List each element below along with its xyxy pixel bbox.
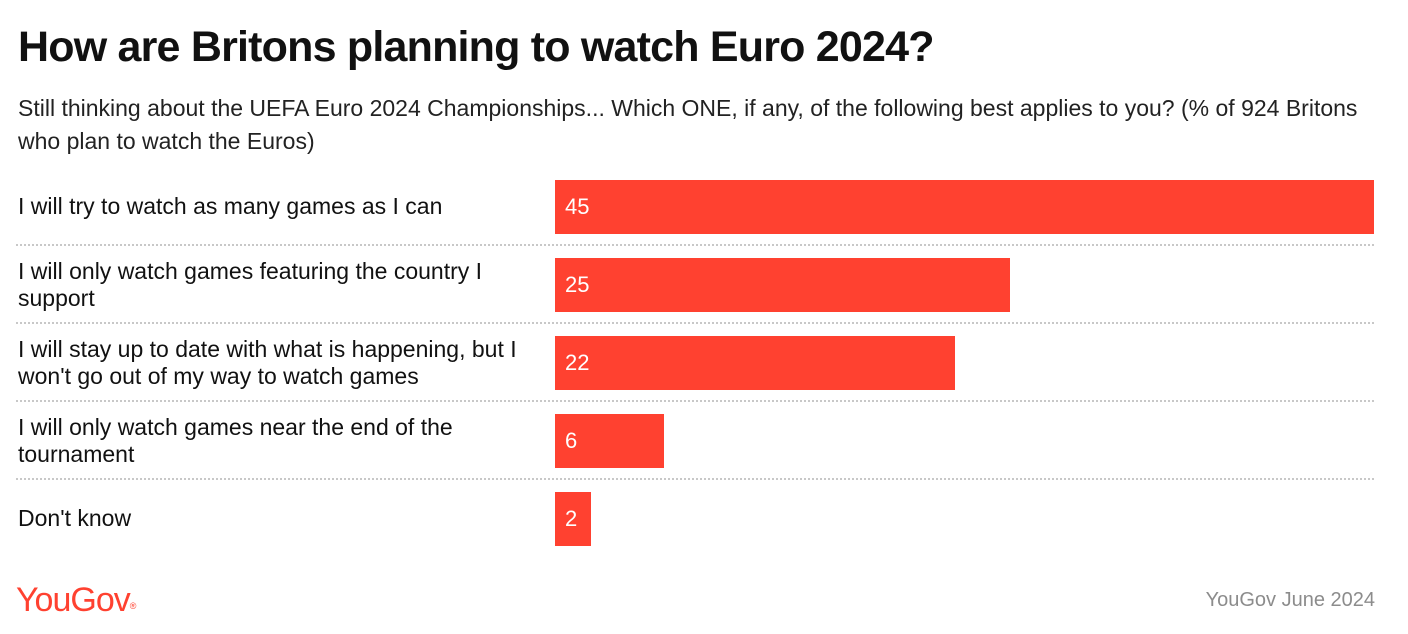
bar [555,414,664,468]
chart-title: How are Britons planning to watch Euro 2… [18,23,935,71]
bar-value-label: 25 [565,272,590,297]
source-note: YouGov June 2024 [1205,589,1375,611]
bar-chart: I will try to watch as many games as I c… [0,168,1408,558]
row-divider [16,400,1374,402]
yougov-logo: YouGov® [16,578,136,622]
bar-value-label: 45 [565,194,590,219]
logo-text: YouGov [16,581,131,619]
bar-row: I will try to watch as many games as I c… [16,168,1374,246]
row-divider [16,478,1374,480]
bar-value-label: 22 [565,350,590,375]
bar-row: I will only watch games featuring the co… [16,246,1374,324]
bar [555,336,955,390]
bar-value-label: 2 [565,506,578,531]
chart-subtitle: Still thinking about the UEFA Euro 2024 … [18,95,1358,154]
row-divider [16,322,1374,324]
category-label: Don't know [18,505,132,531]
bar-value-label: 6 [565,428,578,453]
bar [555,180,1374,234]
bar-row: I will only watch games near the end of … [16,402,1374,480]
bar [555,492,591,546]
logo-registered-mark: ® [129,601,137,611]
category-label: I will only watch games featuring the co… [18,257,483,311]
bar-row: Don't know 2 [16,480,1374,557]
row-divider [16,244,1374,246]
bar-row: I will stay up to date with what is happ… [16,324,1374,402]
category-label: I will only watch games near the end of … [18,413,453,467]
category-label: I will stay up to date with what is happ… [18,335,517,389]
bar [555,258,1010,312]
category-label: I will try to watch as many games as I c… [18,193,443,219]
